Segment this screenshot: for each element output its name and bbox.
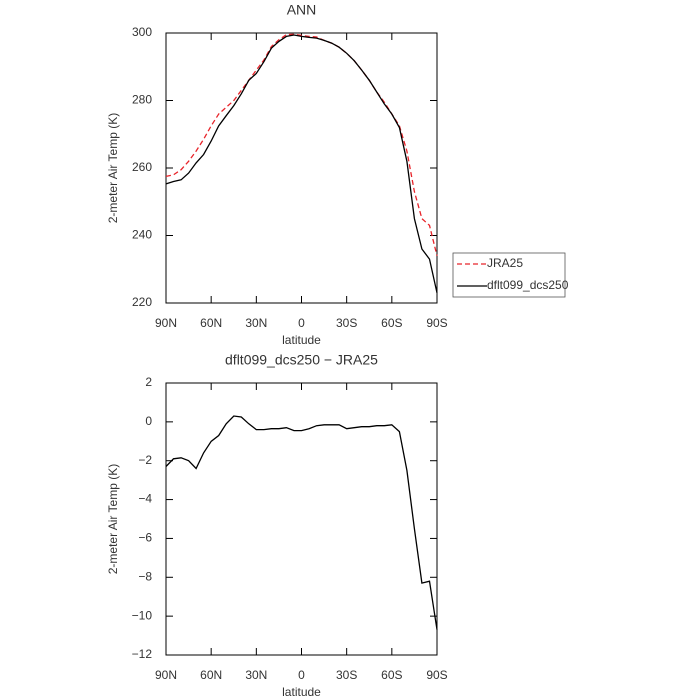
y-axis-label: 2-meter Air Temp (K) <box>106 113 120 223</box>
x-axis-label: latitude <box>282 685 321 699</box>
y-tick-label: −2 <box>138 453 152 467</box>
x-tick-label: 0 <box>298 668 305 682</box>
y-tick-label: 240 <box>132 228 152 242</box>
x-tick-label: 60N <box>200 668 222 682</box>
x-tick-label: 30N <box>245 316 267 330</box>
y-tick-label: 2 <box>145 375 152 389</box>
plot-frame <box>165 382 438 656</box>
y-axis-label: 2-meter Air Temp (K) <box>106 464 120 574</box>
y-tick-label: −12 <box>132 647 153 661</box>
y-tick-label: −4 <box>138 492 152 506</box>
y-tick-label: 280 <box>132 93 152 107</box>
x-tick-label: 60N <box>200 316 222 330</box>
x-tick-label: 60S <box>381 316 402 330</box>
x-tick-label: 90N <box>155 316 177 330</box>
legend-label: dflt099_dcs250 <box>487 278 569 292</box>
legend-box <box>452 252 566 298</box>
y-tick-label: 220 <box>132 295 152 309</box>
y-tick-label: −10 <box>132 608 153 622</box>
plot-frame <box>165 32 438 304</box>
y-tick-label: 260 <box>132 160 152 174</box>
chart-title: dflt099_dcs250 − JRA25 <box>225 352 378 368</box>
y-tick-label: 300 <box>132 25 152 39</box>
x-tick-label: 0 <box>298 316 305 330</box>
x-axis-label: latitude <box>282 333 321 347</box>
x-tick-label: 90S <box>426 668 447 682</box>
chart-title: ANN <box>287 2 317 18</box>
x-tick-label: 90S <box>426 316 447 330</box>
y-tick-label: −8 <box>138 569 152 583</box>
x-tick-label: 30S <box>336 668 357 682</box>
data-line <box>165 34 438 294</box>
y-tick-label: −6 <box>138 531 152 545</box>
data-line <box>165 33 438 256</box>
legend-label: JRA25 <box>487 256 523 270</box>
x-tick-label: 30N <box>245 668 267 682</box>
data-line <box>165 415 438 630</box>
x-tick-label: 90N <box>155 668 177 682</box>
y-tick-label: 0 <box>145 414 152 428</box>
x-tick-label: 30S <box>336 316 357 330</box>
x-tick-label: 60S <box>381 668 402 682</box>
